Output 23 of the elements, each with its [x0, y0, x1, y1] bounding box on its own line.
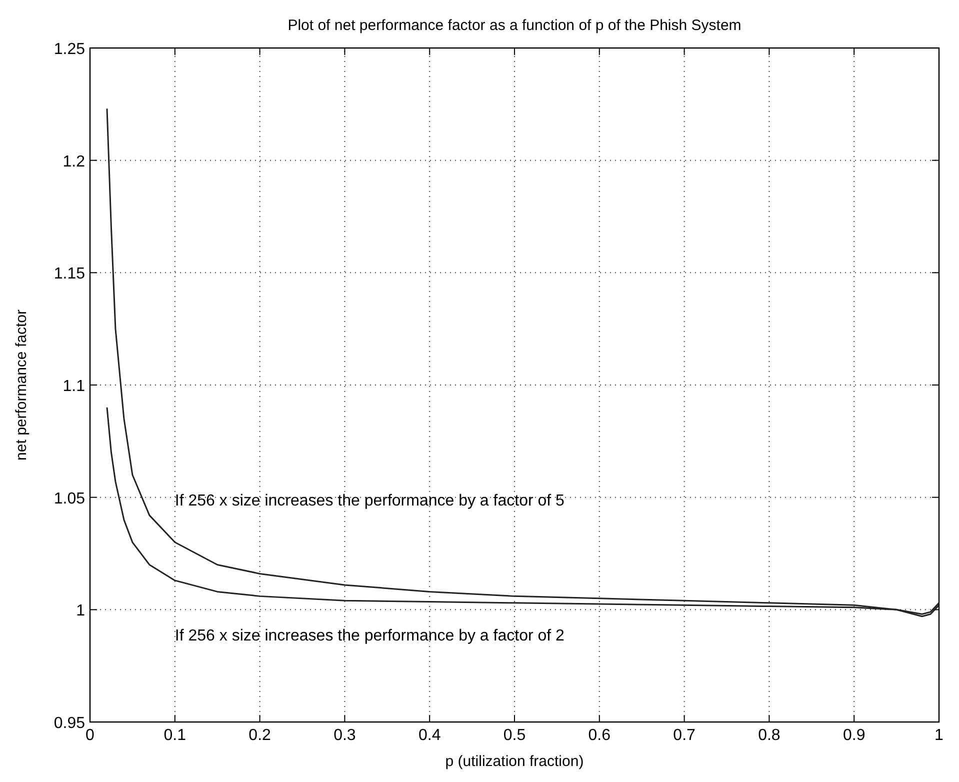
- y-tick-label: 1.15: [54, 266, 86, 283]
- x-tick-label: 0.9: [842, 727, 866, 744]
- y-tick-label: 1.1: [62, 378, 86, 395]
- chart-title: Plot of net performance factor as a function of p of the Phish System: [288, 17, 742, 34]
- y-tick-label: 1.2: [62, 153, 86, 170]
- y-tick-label: 1.25: [54, 41, 86, 58]
- y-tick-label: 1: [76, 602, 86, 620]
- x-tick-label: 0.6: [588, 727, 611, 744]
- x-tick-label: 0: [86, 727, 95, 744]
- y-tick-label: 0.95: [54, 715, 86, 732]
- x-axis-title: p (utilization fraction): [445, 753, 584, 770]
- x-tick-label: 0.2: [248, 727, 272, 744]
- y-tick-label: 1.05: [54, 490, 86, 508]
- x-tick-label: 0.8: [758, 727, 780, 744]
- annotation: If 256 x size increases the performance by a factor of 5: [174, 492, 565, 510]
- x-tick-label: 0.5: [503, 727, 526, 744]
- x-tick-label: 0.4: [418, 727, 441, 744]
- x-tick-label: 0.1: [164, 727, 186, 744]
- y-axis-title: net performance factor: [13, 310, 30, 460]
- x-tick-label: 0.3: [334, 727, 356, 744]
- annotation: If 256 x size increases the performance by a factor of 2: [174, 627, 565, 644]
- x-tick-label: 1: [934, 727, 944, 744]
- x-tick-label: 0.7: [673, 727, 696, 744]
